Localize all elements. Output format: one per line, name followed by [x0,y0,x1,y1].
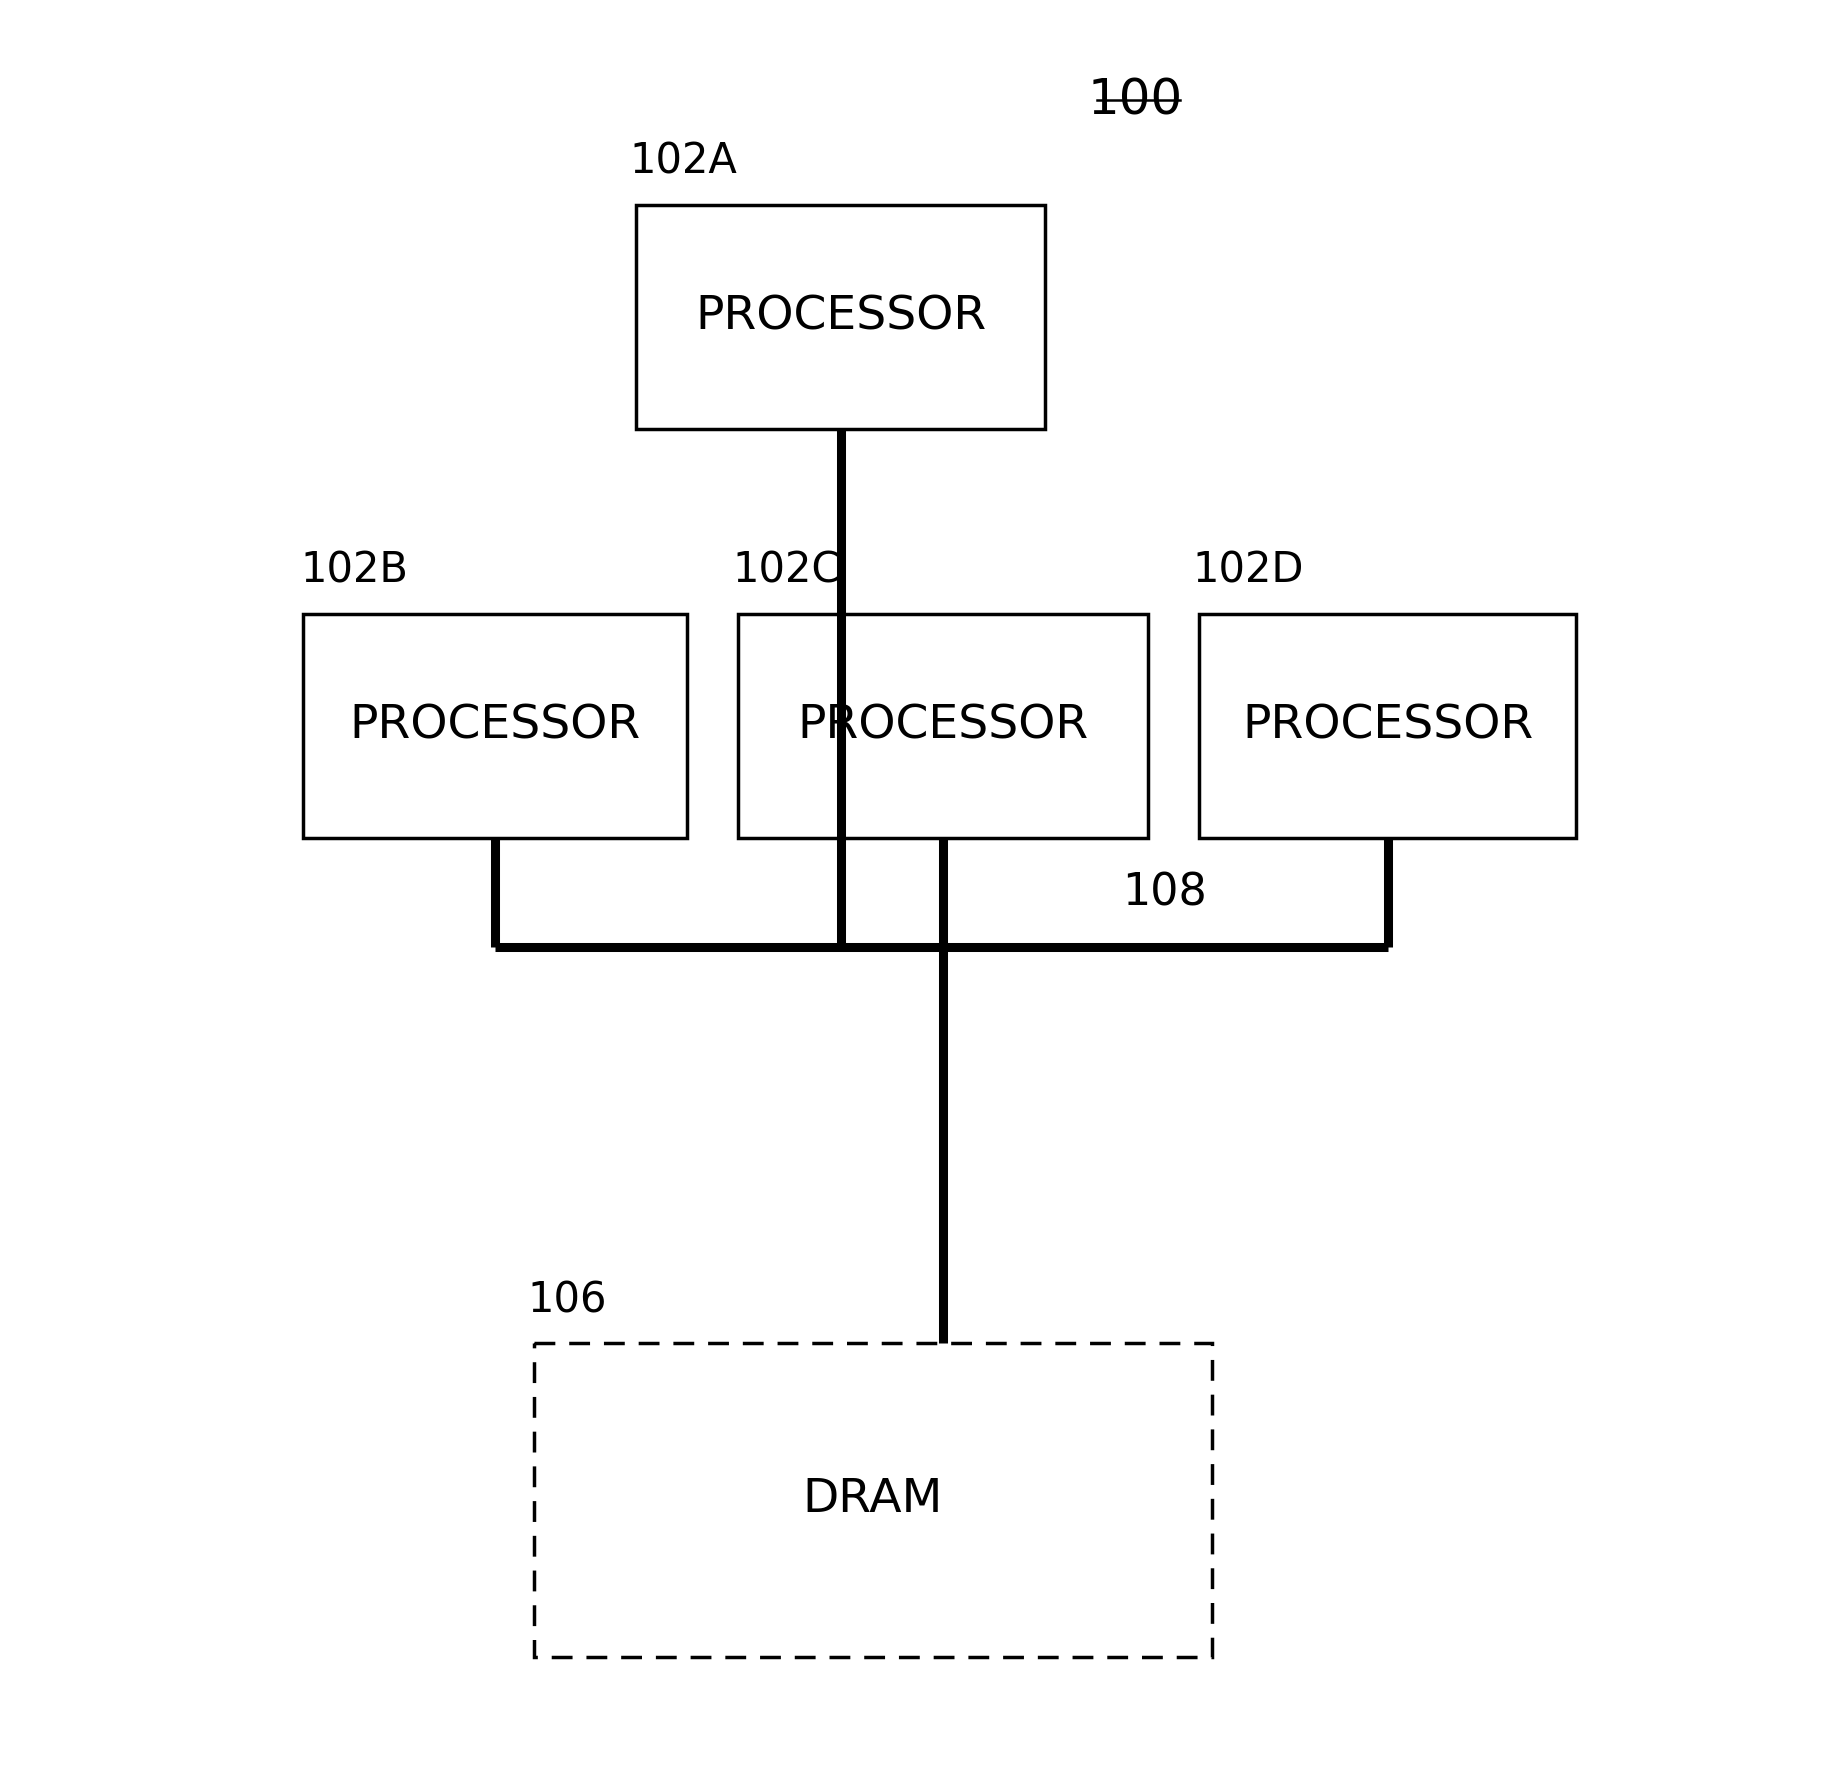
Bar [738,614,1147,838]
Text: 102A: 102A [629,141,738,183]
Text: DRAM: DRAM [802,1478,943,1522]
Text: 102D: 102D [1193,550,1305,591]
Bar [303,614,688,838]
Text: PROCESSOR: PROCESSOR [350,704,640,749]
Text: 108: 108 [1123,872,1207,915]
Text: PROCESSOR: PROCESSOR [695,294,987,338]
Text: 100: 100 [1088,77,1182,125]
Text: 106: 106 [527,1279,607,1322]
Text: PROCESSOR: PROCESSOR [1242,704,1534,749]
Bar [534,1343,1211,1657]
Text: PROCESSOR: PROCESSOR [798,704,1088,749]
Text: 102B: 102B [301,550,409,591]
Bar [637,204,1046,428]
Bar [1198,614,1576,838]
Text: 102C: 102C [732,550,840,591]
